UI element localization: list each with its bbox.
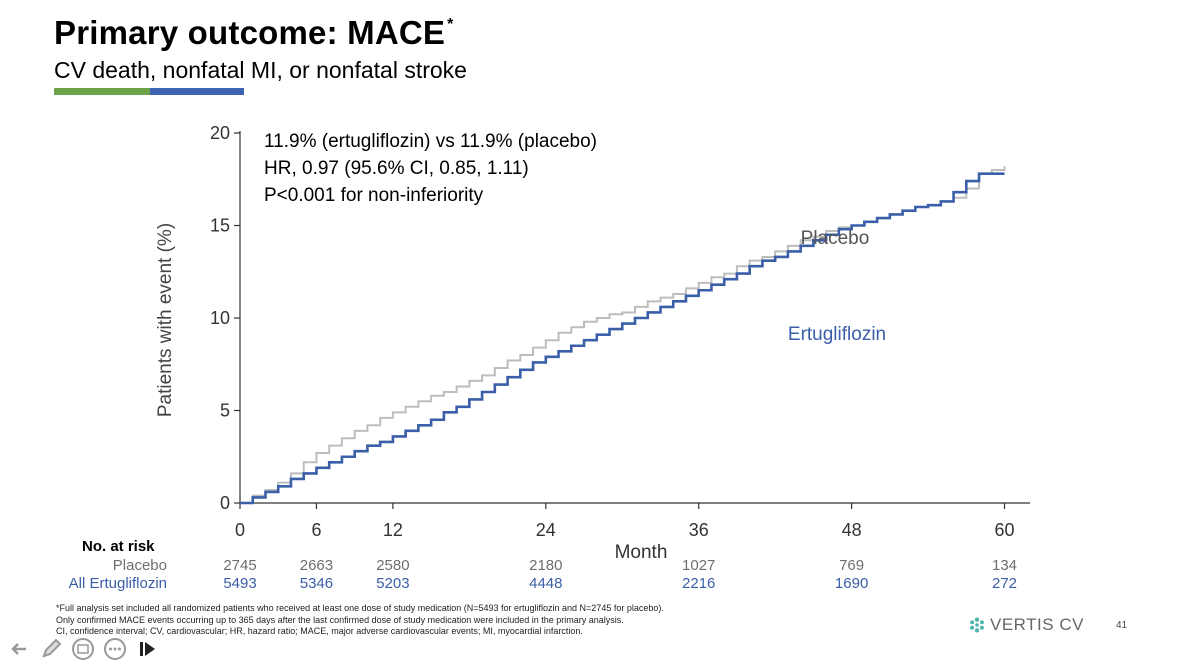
series-line-ertugliflozin — [240, 172, 1005, 505]
risk-value-ertu: 4448 — [529, 575, 563, 592]
risk-value-ertu: 1690 — [834, 575, 869, 592]
footnote-line-1: *Full analysis set included all randomiz… — [56, 603, 664, 613]
accent-bar-blue — [150, 88, 244, 95]
accent-bar-green — [54, 88, 150, 95]
x-tick-label: 48 — [842, 520, 862, 540]
stats-line-1: 11.9% (ertugliflozin) vs 11.9% (placebo) — [264, 131, 598, 152]
y-tick-label: 15 — [210, 216, 230, 236]
slide-title: Primary outcome: MACE * — [54, 14, 454, 51]
risk-value-ertu: 2216 — [682, 575, 716, 592]
risk-value-ertu: 272 — [992, 575, 1018, 592]
presentation-nav — [0, 632, 166, 666]
risk-value-placebo: 2745 — [223, 557, 257, 574]
risk-value-placebo: 2663 — [299, 557, 334, 574]
x-tick-label: 36 — [689, 520, 709, 540]
brand-star-icon — [970, 617, 984, 633]
risk-value-ertu: 5493 — [223, 575, 257, 592]
annotation-placebo: Placebo — [801, 228, 870, 249]
risk-value-placebo: 134 — [992, 557, 1018, 574]
risk-value-placebo: 769 — [839, 557, 865, 574]
footnote-line-3: CI, confidence interval; CV, cardiovascu… — [56, 626, 583, 636]
risk-table-header: No. at risk — [82, 538, 155, 555]
risk-label-placebo: Placebo — [112, 557, 167, 574]
x-tick-label: 60 — [995, 520, 1015, 540]
y-tick-label: 5 — [220, 401, 230, 421]
risk-label-ertu: All Ertugliflozin — [68, 575, 167, 592]
risk-value-placebo: 1027 — [682, 557, 716, 574]
pen-icon[interactable] — [38, 636, 64, 662]
stats-line-2: HR, 0.97 (95.6% CI, 0.85, 1.11) — [264, 158, 529, 179]
annotation-ertugliflozin: Ertugliflozin — [788, 324, 886, 345]
risk-value-ertu: 5203 — [376, 575, 410, 592]
footnote: *Full analysis set included all randomiz… — [56, 603, 664, 638]
x-tick-label: 0 — [235, 520, 245, 540]
back-arrow-icon[interactable] — [6, 636, 32, 662]
km-chart: 0 5 10 15 20 0 6 12 24 36 48 60 Month Patients with e… — [155, 123, 1030, 563]
stats-box: 11.9% (ertugliflozin) vs 11.9% (placebo)… — [264, 128, 597, 209]
footnote-line-2: Only confirmed MACE events occurring up … — [56, 614, 624, 625]
slides-icon[interactable] — [70, 636, 96, 662]
y-axis-label: Patients with event (%) — [155, 223, 176, 417]
y-tick-label: 20 — [210, 123, 230, 143]
y-tick-label: 10 — [210, 308, 230, 328]
forward-icon[interactable] — [134, 636, 160, 662]
x-tick-label: 6 — [311, 520, 321, 540]
x-tick-label: 12 — [383, 520, 403, 540]
risk-value-placebo: 2180 — [529, 557, 563, 574]
x-tick-label: 24 — [536, 520, 556, 540]
x-axis-label: Month — [615, 542, 668, 563]
brand-name: VERTIS CV — [990, 615, 1084, 634]
stats-line-3: P<0.001 for non-inferiority — [264, 185, 484, 206]
risk-value-ertu: 5346 — [299, 575, 334, 592]
slide-subtitle: CV death, nonfatal MI, or nonfatal strok… — [54, 57, 467, 83]
brand-logo: VERTIS CV — [968, 615, 1084, 635]
slide-number: 41 — [1116, 620, 1128, 631]
more-icon[interactable] — [102, 636, 128, 662]
risk-value-placebo: 2580 — [376, 557, 410, 574]
y-tick-label: 0 — [220, 493, 230, 513]
